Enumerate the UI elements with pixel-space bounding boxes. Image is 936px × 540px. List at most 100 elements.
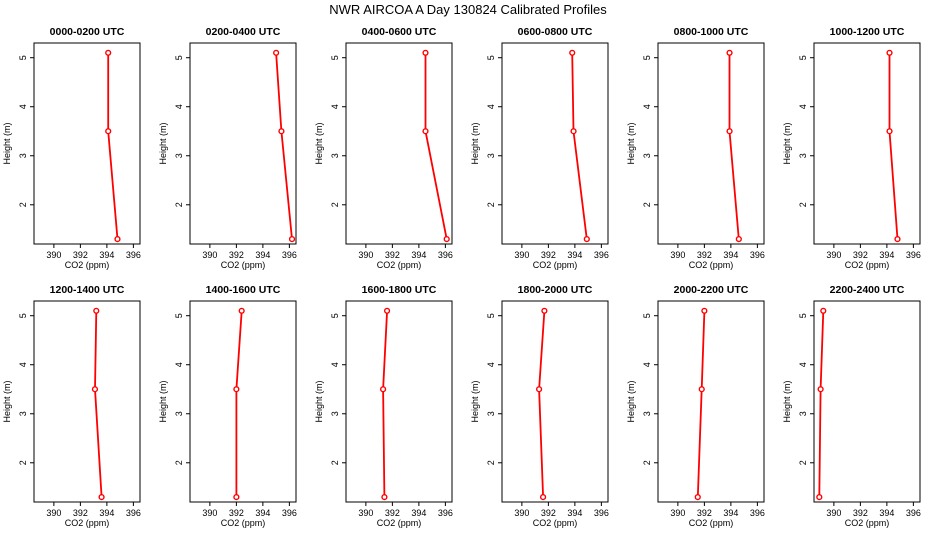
- profile-panel: 0000-0200 UTC 390 392 394 396 2 3 4 5 CO2 (ppm) He…: [2, 26, 141, 270]
- data-point: [288, 235, 296, 243]
- x-tick-label: 392: [229, 250, 244, 260]
- y-axis-label: Height (m): [2, 380, 12, 422]
- y-tick-label: 5: [642, 313, 652, 318]
- data-point: [278, 128, 285, 135]
- y-tick-label: 5: [18, 55, 28, 60]
- data-point: [886, 49, 893, 56]
- y-axis-label: Height (m): [626, 122, 636, 164]
- panel-title: 0800-1000 UTC: [674, 26, 749, 38]
- y-axis-label: Height (m): [782, 380, 792, 422]
- y-tick-label: 5: [330, 313, 340, 318]
- data-point: [422, 49, 429, 56]
- x-tick-label: 394: [567, 250, 582, 260]
- data-point: [105, 49, 112, 56]
- x-tick-label: 394: [879, 250, 894, 260]
- x-axis-label: CO2 (ppm): [377, 518, 422, 528]
- y-tick-label: 5: [798, 55, 808, 60]
- x-tick-label: 390: [514, 250, 529, 260]
- y-tick-label: 5: [174, 55, 184, 60]
- x-axis-label: CO2 (ppm): [221, 260, 266, 270]
- x-tick-label: 396: [126, 508, 141, 518]
- data-point: [894, 235, 901, 243]
- x-tick-label: 392: [385, 250, 400, 260]
- y-tick-label: 2: [330, 460, 340, 465]
- x-tick-label: 390: [46, 508, 61, 518]
- x-tick-label: 396: [126, 250, 141, 260]
- y-tick-label: 2: [642, 460, 652, 465]
- x-tick-label: 396: [282, 250, 297, 260]
- x-tick-label: 394: [99, 508, 114, 518]
- y-tick-label: 4: [174, 362, 184, 367]
- y-tick-label: 3: [174, 153, 184, 158]
- data-point: [726, 49, 733, 56]
- data-point: [238, 307, 245, 314]
- profile-panel: 0800-1000 UTC 390 392 394 396 2 3 4 5 CO2 (ppm) He…: [626, 26, 765, 270]
- profile-panel: 1000-1200 UTC 390 392 394 396 2 3 4 5 CO2 (ppm) He…: [782, 26, 921, 270]
- data-point: [735, 235, 742, 243]
- data-point: [820, 307, 827, 314]
- panel-title: 0400-0600 UTC: [362, 26, 437, 38]
- x-tick-label: 394: [411, 250, 426, 260]
- plot-frame: [501, 42, 609, 245]
- plot-frame: [657, 300, 765, 503]
- plot-frame: [33, 300, 141, 503]
- y-tick-label: 4: [798, 104, 808, 109]
- y-tick-label: 2: [798, 202, 808, 207]
- y-tick-label: 4: [486, 362, 496, 367]
- data-point: [701, 307, 708, 314]
- y-tick-label: 2: [174, 460, 184, 465]
- x-axis-label: CO2 (ppm): [65, 260, 110, 270]
- y-tick-label: 3: [798, 411, 808, 416]
- x-axis-label: CO2 (ppm): [533, 518, 578, 528]
- profile-panel: 2200-2400 UTC 390 392 394 396 2 3 4 5 CO2 (ppm) He…: [782, 284, 921, 528]
- y-tick-label: 5: [486, 55, 496, 60]
- y-tick-label: 3: [486, 153, 496, 158]
- panel-title: 0000-0200 UTC: [50, 26, 125, 38]
- data-point: [91, 386, 99, 393]
- y-tick-label: 2: [486, 202, 496, 207]
- x-tick-label: 392: [697, 508, 712, 518]
- x-tick-label: 396: [750, 508, 765, 518]
- y-axis-label: Height (m): [314, 380, 324, 422]
- x-tick-label: 390: [826, 250, 841, 260]
- data-point: [694, 493, 701, 501]
- plot-frame: [813, 42, 921, 245]
- profile-panel: 1800-2000 UTC 390 392 394 396 2 3 4 5 CO2 (ppm) He…: [470, 284, 609, 528]
- y-tick-label: 5: [330, 55, 340, 60]
- data-point: [817, 386, 824, 393]
- y-tick-label: 4: [642, 104, 652, 109]
- data-point: [93, 307, 100, 314]
- y-tick-label: 3: [18, 153, 28, 158]
- plot-frame: [501, 300, 609, 503]
- data-point: [233, 493, 240, 501]
- x-tick-label: 394: [255, 508, 270, 518]
- x-tick-label: 390: [670, 508, 685, 518]
- x-tick-label: 390: [670, 250, 685, 260]
- x-tick-label: 390: [358, 250, 373, 260]
- plot-frame: [813, 300, 921, 503]
- x-tick-label: 396: [750, 250, 765, 260]
- x-tick-label: 396: [906, 250, 921, 260]
- x-tick-label: 394: [99, 250, 114, 260]
- y-tick-label: 2: [798, 460, 808, 465]
- y-axis-label: Height (m): [2, 122, 12, 164]
- x-tick-label: 396: [594, 508, 609, 518]
- y-tick-label: 4: [330, 362, 340, 367]
- panel-title: 2200-2400 UTC: [830, 284, 905, 296]
- x-tick-label: 390: [202, 508, 217, 518]
- profile-panel: 2000-2200 UTC 390 392 394 396 2 3 4 5 CO2 (ppm) He…: [626, 284, 765, 528]
- y-tick-label: 3: [642, 411, 652, 416]
- y-tick-label: 2: [18, 460, 28, 465]
- plot-frame: [33, 42, 141, 245]
- y-tick-label: 2: [486, 460, 496, 465]
- x-tick-label: 396: [438, 250, 453, 260]
- plot-frame: [345, 300, 453, 503]
- x-tick-label: 390: [202, 250, 217, 260]
- x-tick-label: 392: [229, 508, 244, 518]
- x-axis-label: CO2 (ppm): [221, 518, 266, 528]
- data-point: [886, 128, 893, 135]
- x-tick-label: 394: [567, 508, 582, 518]
- y-tick-label: 3: [330, 153, 340, 158]
- profile-panel: 1600-1800 UTC 390 392 394 396 2 3 4 5 CO2 (ppm) He…: [314, 284, 453, 528]
